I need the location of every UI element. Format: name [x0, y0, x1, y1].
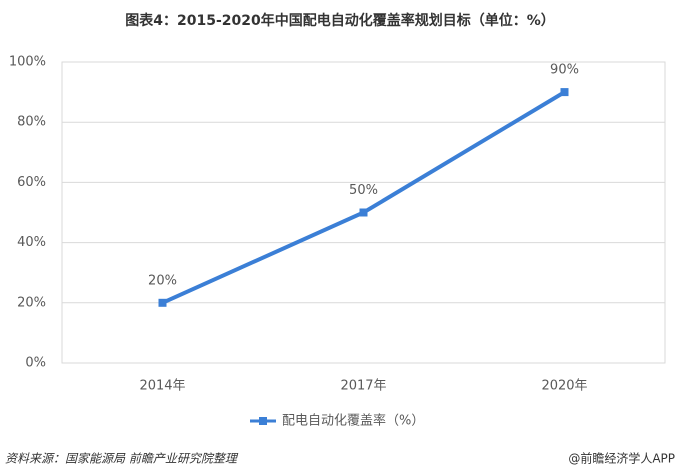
- y-tick-label: 100%: [9, 55, 46, 70]
- y-tick-label: 80%: [17, 115, 46, 130]
- x-tick-label: 2020年: [541, 379, 587, 394]
- x-tick-label: 2014年: [139, 379, 185, 394]
- data-label: 50%: [349, 183, 378, 198]
- source-note: 资料来源：国家能源局 前瞻产业研究院整理: [5, 452, 239, 466]
- point: [359, 208, 368, 217]
- point: [158, 298, 167, 307]
- data-label: 90%: [550, 63, 579, 78]
- legend-marker: [259, 417, 267, 425]
- legend-label: 配电自动化覆盖率（%）: [282, 413, 424, 429]
- data-label: 20%: [148, 273, 177, 288]
- y-tick-label: 0%: [25, 356, 46, 371]
- y-tick-label: 60%: [17, 175, 46, 190]
- x-tick-label: 2017年: [340, 379, 386, 394]
- y-tick-label: 40%: [17, 235, 46, 250]
- y-tick-label: 20%: [17, 295, 46, 310]
- credit: @前瞻经济学人APP: [568, 451, 675, 466]
- point: [560, 88, 569, 97]
- chart-title: 图表4：2015-2020年中国配电自动化覆盖率规划目标（单位：%）: [125, 12, 555, 29]
